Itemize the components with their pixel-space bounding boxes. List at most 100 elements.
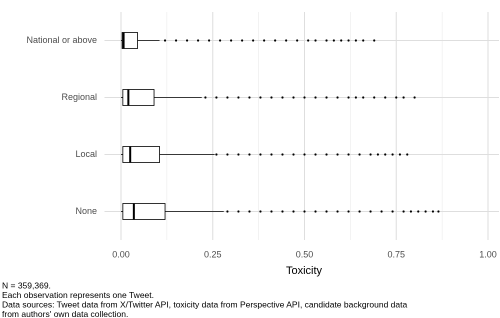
outlier: [362, 96, 365, 99]
caption: from authors' own data collection.: [2, 309, 128, 318]
outlier: [270, 96, 273, 99]
box: [121, 32, 138, 49]
caption: Data sources: Tweet data from X/Twitter …: [2, 299, 407, 309]
outlier: [259, 210, 262, 213]
outlier: [336, 210, 339, 213]
outlier: [303, 153, 306, 156]
box: [122, 203, 166, 220]
outlier: [314, 210, 317, 213]
outlier: [270, 153, 273, 156]
outlier: [248, 153, 251, 156]
outlier: [362, 39, 365, 42]
x-tick-label: 0.00: [112, 249, 130, 259]
outlier: [395, 96, 398, 99]
outlier: [259, 153, 262, 156]
outlier: [373, 39, 376, 42]
outlier: [259, 96, 262, 99]
outlier: [241, 39, 244, 42]
outlier: [303, 96, 306, 99]
outlier: [373, 96, 376, 99]
outlier: [406, 153, 409, 156]
outlier: [398, 153, 402, 156]
outlier: [281, 210, 284, 213]
outlier: [252, 39, 255, 42]
outlier: [215, 153, 218, 156]
outlier: [391, 153, 394, 156]
outlier: [340, 39, 343, 42]
outlier: [281, 96, 284, 99]
outlier: [263, 39, 266, 42]
outlier: [424, 210, 427, 213]
outlier: [174, 39, 178, 42]
outlier: [417, 210, 420, 213]
outlier: [380, 210, 383, 213]
box: [122, 89, 155, 106]
outlier: [204, 96, 207, 99]
x-tick-label: 1.00: [479, 249, 497, 259]
outlier: [325, 39, 328, 42]
outlier: [347, 210, 350, 213]
outlier: [296, 39, 299, 42]
outlier: [369, 210, 372, 213]
outlier: [336, 96, 339, 99]
y-tick-label: Regional: [61, 92, 97, 102]
outlier: [358, 153, 361, 156]
outlier: [314, 39, 317, 42]
outlier: [230, 39, 233, 42]
outlier: [314, 153, 317, 156]
outlier: [226, 210, 229, 213]
outlier: [207, 39, 211, 42]
outlier: [285, 39, 288, 42]
outlier: [226, 96, 229, 99]
outlier: [402, 210, 405, 213]
outlier: [274, 39, 277, 42]
outlier: [354, 96, 357, 99]
outlier: [336, 153, 339, 156]
outlier: [237, 210, 240, 213]
outlier: [347, 96, 350, 99]
caption: N = 359,369.: [2, 280, 51, 290]
outlier: [347, 39, 350, 42]
outlier: [196, 39, 200, 42]
x-tick-label: 0.50: [296, 249, 314, 259]
outlier: [391, 210, 394, 213]
y-tick-label: Local: [75, 149, 97, 159]
outlier: [347, 153, 350, 156]
outlier: [332, 39, 335, 42]
outlier: [431, 210, 435, 213]
outlier: [314, 96, 317, 99]
outlier: [384, 96, 387, 99]
outlier: [215, 96, 218, 99]
y-tick-label: National or above: [26, 35, 97, 45]
x-tick-label: 0.25: [204, 249, 222, 259]
outlier: [325, 153, 328, 156]
outlier: [185, 39, 189, 42]
outlier: [376, 153, 379, 156]
outlier: [384, 153, 387, 156]
outlier: [292, 153, 295, 156]
outlier: [354, 39, 357, 42]
outlier: [437, 210, 440, 213]
outlier: [237, 153, 240, 156]
outlier: [248, 210, 251, 213]
outlier: [270, 210, 273, 213]
outlier: [163, 39, 167, 42]
outlier: [248, 96, 251, 99]
outlier: [413, 96, 416, 99]
outlier: [218, 39, 222, 42]
y-tick-label: None: [75, 206, 97, 216]
caption: Each observation represents one Tweet.: [2, 290, 154, 300]
outlier: [292, 96, 295, 99]
outlier: [237, 96, 240, 99]
outlier: [292, 210, 295, 213]
x-tick-label: 0.75: [387, 249, 405, 259]
outlier: [303, 210, 306, 213]
outlier: [325, 210, 328, 213]
outlier: [409, 210, 413, 213]
outlier: [325, 96, 328, 99]
box: [122, 146, 160, 163]
outlier: [226, 153, 229, 156]
outlier: [369, 153, 372, 156]
